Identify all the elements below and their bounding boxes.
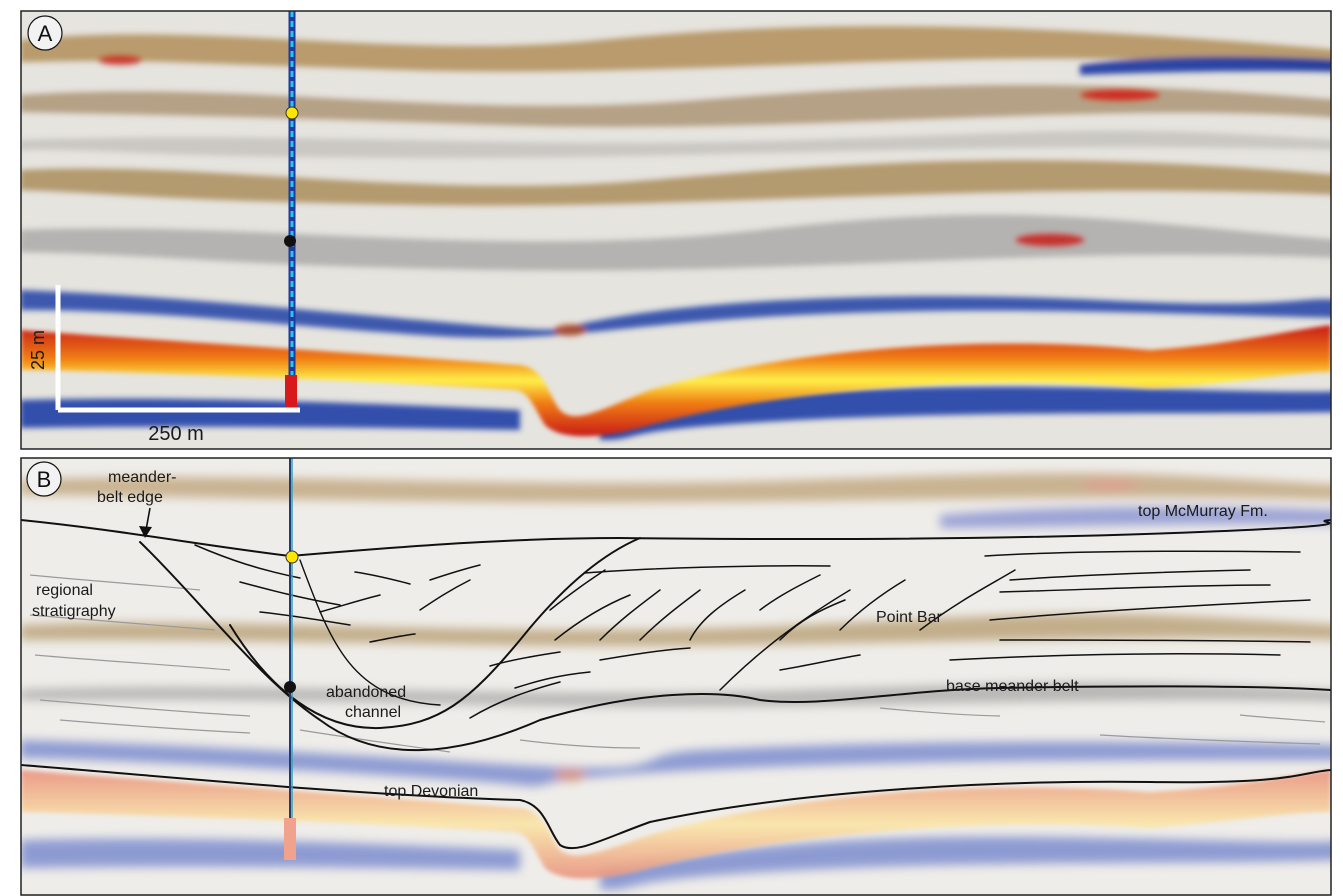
panel-a-label: A [38, 21, 53, 46]
panel-a-reflectors [21, 26, 1331, 440]
panel-a-label-circle [27, 15, 63, 51]
meander-belt-edge-line1: meander- [108, 469, 176, 486]
well-marker-yellow-a [285, 106, 299, 120]
meander-belt-edge-arrow [139, 507, 152, 538]
panel-a: A 25 m 250 m [20, 10, 1332, 450]
well-marker-black-a [284, 235, 296, 247]
abandoned-channel-line1: abandoned [326, 684, 406, 701]
annotations: meander- belt edge regional stratigraphy… [32, 469, 1268, 800]
regional-stratigraphy-line1: regional [36, 582, 93, 599]
scale-bar-vertical-label: 25 m [28, 330, 48, 370]
regional-stratigraphy-line2: stratigraphy [32, 603, 116, 620]
panel-b-label-circle [26, 461, 62, 497]
point-bar-label: Point Bar [876, 609, 942, 626]
meander-belt-margin [139, 541, 1331, 751]
well-log-a [284, 11, 299, 411]
top-devonian-label: top Devonian [384, 783, 478, 800]
scale-bar-horizontal-label: 250 m [148, 423, 204, 445]
panel-b: meander- belt edge regional stratigraphy… [20, 457, 1332, 896]
well-log-b [284, 458, 299, 860]
abandoned-channel-line2: channel [345, 704, 401, 721]
base-meander-belt-label: base meander belt [946, 678, 1079, 695]
top-mcmurray-label: top McMurray Fm. [1138, 503, 1268, 520]
meander-belt-edge-line2: belt edge [97, 489, 163, 506]
well-marker-yellow-b [285, 550, 299, 564]
top-mcmurray-horizon [21, 519, 1331, 558]
top-devonian-horizon [21, 764, 1331, 850]
interpretation-lines [21, 519, 1331, 850]
panel-b-label: B [37, 467, 52, 492]
hot-reflector-a [21, 325, 1331, 437]
scale-bar: 25 m 250 m [28, 285, 300, 445]
well-marker-black-b [284, 681, 296, 693]
hot-reflector-b [21, 770, 1331, 879]
